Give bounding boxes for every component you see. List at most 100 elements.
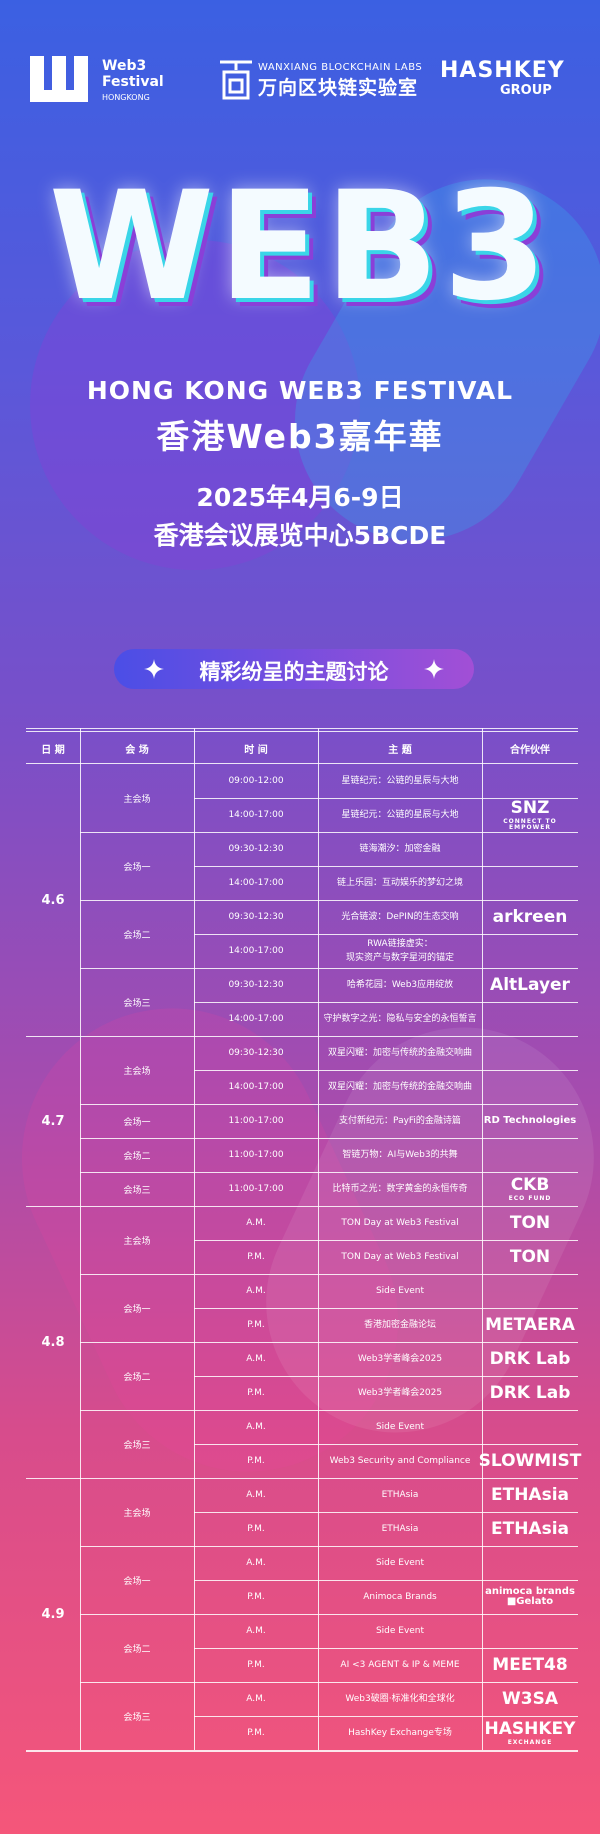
session-time: A.M. [246, 1354, 266, 1364]
session-time: 14:00-17:00 [228, 1082, 284, 1092]
session-time: 11:00-17:00 [228, 1184, 284, 1194]
rule [194, 1002, 578, 1003]
venue-name: 会场三 [123, 998, 151, 1009]
rule [194, 1444, 578, 1445]
rule [80, 1138, 578, 1139]
session-topic: AI <3 AGENT & IP & MEME [340, 1660, 460, 1670]
venue-name: 会场一 [123, 1304, 151, 1315]
partner-name: animoca brands ■Gelato [485, 1586, 575, 1607]
rule [80, 1546, 578, 1547]
session-time: 14:00-17:00 [228, 946, 284, 956]
logo-text: WANXIANG BLOCKCHAIN LABS [258, 62, 423, 73]
partner-logo: TON [482, 1240, 578, 1274]
rule [80, 1104, 578, 1105]
wanxiang-icon [220, 60, 252, 100]
venue-name: 会场一 [123, 1117, 151, 1128]
venue-name: 会场三 [123, 1185, 151, 1196]
session-topic: ETHAsia [381, 1490, 419, 1500]
rule [194, 934, 578, 935]
session-topic: 链上乐园：互动娱乐的梦幻之境 [336, 878, 463, 888]
session-time: 09:30-12:30 [228, 912, 284, 922]
session-time: P.M. [247, 1320, 265, 1330]
hashkey-logo: HASHKEY GROUP [440, 58, 565, 98]
session-time: 09:30-12:30 [228, 980, 284, 990]
session-topic: 双星闪耀：加密与传统的金融交响曲 [327, 1082, 472, 1092]
table-header: 日 期 [41, 744, 65, 756]
session-time: 14:00-17:00 [228, 1014, 284, 1024]
session-topic: Animoca Brands [363, 1592, 437, 1602]
session-topic: 智链万物：AI与Web3的共舞 [342, 1150, 458, 1160]
session-topic: 双星闪耀：加密与传统的金融交响曲 [327, 1048, 472, 1058]
day-date: 4.7 [41, 1113, 65, 1129]
partner-name: METAERA [485, 1314, 575, 1335]
hero-title-cn: 香港Web3嘉年華 [156, 417, 444, 456]
partner-name: TON [509, 1246, 551, 1267]
section-title: 精彩纷呈的主题讨论 [199, 660, 389, 684]
session-topic: 哈希花园：Web3应用绽放 [346, 980, 454, 990]
table-header: 时 间 [244, 744, 268, 756]
partner-name: ETHAsia [490, 1518, 569, 1539]
partner-tagline: ECO FUND [508, 1194, 552, 1202]
session-time: 09:00-12:00 [228, 776, 284, 786]
festival-icon [30, 56, 88, 102]
table-header: 合作伙伴 [510, 744, 550, 756]
partner-logo: MEET48 [482, 1648, 578, 1682]
session-time: A.M. [246, 1626, 266, 1636]
venue-name: 主会场 [123, 794, 151, 805]
rule [194, 1512, 578, 1513]
partner-logo: DRK Lab [482, 1376, 578, 1410]
session-time: 09:30-12:30 [228, 1048, 284, 1058]
venue-name: 会场二 [123, 1644, 151, 1655]
rule [26, 1206, 578, 1207]
rule [194, 1240, 578, 1241]
partner-tagline: CONNECT TO EMPOWER [503, 817, 557, 831]
partner-logo: METAERA [482, 1308, 578, 1342]
session-time: P.M. [247, 1728, 265, 1738]
partner-name: HASHKEY [484, 1718, 576, 1739]
partner-name: MEET48 [492, 1654, 568, 1675]
session-time: P.M. [247, 1388, 265, 1398]
session-topic: 星链纪元：公链的星辰与大地 [341, 776, 459, 786]
session-topic: Side Event [375, 1422, 425, 1432]
logo-text: HONGKONG [102, 93, 150, 102]
festival-logo: Web3 Festival HONGKONG [102, 58, 164, 106]
session-time: A.M. [246, 1490, 266, 1500]
partner-logo: RD Technologies [482, 1104, 578, 1138]
session-topic: 支付新纪元：PayFi的金融诗篇 [339, 1116, 461, 1126]
event-venue: 香港会议展览中心5BCDE [153, 521, 447, 550]
column-rule [482, 728, 483, 1750]
rule [194, 1580, 578, 1581]
rule [194, 1376, 578, 1377]
partner-logo: ETHAsia [482, 1512, 578, 1546]
partner-logo: SNZ CONNECT TO EMPOWER [482, 798, 578, 832]
partner-name: RD Technologies [483, 1115, 577, 1126]
partner-name: CKB [510, 1174, 550, 1195]
partner-logo: SLOWMIST [479, 1444, 582, 1478]
rule [80, 1274, 578, 1275]
partner-name: arkreen [492, 906, 568, 927]
session-time: P.M. [247, 1456, 265, 1466]
venue-name: 会场三 [123, 1712, 151, 1723]
venue-name: 会场一 [123, 1576, 151, 1587]
partner-logo: arkreen [482, 900, 578, 934]
hero-title-en: HONG KONG WEB3 FESTIVAL [86, 376, 514, 405]
partner-tagline: EXCHANGE [507, 1738, 553, 1746]
partner-logo: TON [482, 1206, 578, 1240]
session-topic: Web3破圈·标准化和全球化 [345, 1694, 455, 1704]
partner-name: SNZ [510, 797, 550, 818]
venue-name: 会场二 [123, 930, 151, 941]
rule [80, 1172, 578, 1173]
venue-name: 会场二 [123, 1151, 151, 1162]
rule [80, 1342, 578, 1343]
partner-logo: W3SA [482, 1682, 578, 1716]
table-header: 会 场 [125, 744, 149, 756]
rule [26, 731, 578, 732]
session-time: P.M. [247, 1592, 265, 1602]
rule [80, 1410, 578, 1411]
session-time: A.M. [246, 1422, 266, 1432]
session-topic: Side Event [375, 1626, 425, 1636]
partner-logo: animoca brands ■Gelato [482, 1580, 578, 1614]
session-time: A.M. [246, 1286, 266, 1296]
session-topic: Side Event [375, 1558, 425, 1568]
